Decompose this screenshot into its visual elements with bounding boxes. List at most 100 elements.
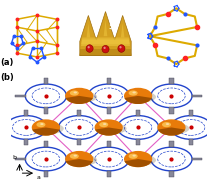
Text: (b): (b) (0, 73, 14, 82)
Circle shape (99, 122, 108, 127)
Polygon shape (44, 108, 48, 114)
Polygon shape (169, 171, 174, 177)
Circle shape (70, 90, 79, 96)
Circle shape (59, 116, 100, 139)
Polygon shape (48, 126, 59, 129)
Polygon shape (189, 139, 193, 145)
Circle shape (118, 116, 159, 139)
Circle shape (118, 45, 125, 52)
Polygon shape (136, 110, 140, 116)
Polygon shape (0, 126, 6, 129)
Polygon shape (44, 78, 48, 84)
Wedge shape (95, 127, 122, 136)
Polygon shape (77, 110, 81, 116)
Circle shape (74, 155, 77, 157)
Text: (a): (a) (0, 58, 13, 67)
Circle shape (88, 84, 129, 108)
Circle shape (70, 154, 79, 159)
Polygon shape (107, 141, 111, 147)
Circle shape (86, 45, 93, 52)
Polygon shape (15, 158, 26, 160)
Polygon shape (169, 108, 174, 114)
Polygon shape (46, 126, 57, 129)
Polygon shape (77, 139, 81, 145)
Circle shape (170, 116, 211, 139)
Circle shape (103, 123, 106, 125)
Circle shape (162, 122, 171, 127)
Polygon shape (158, 126, 169, 129)
Polygon shape (107, 171, 111, 177)
Circle shape (124, 88, 152, 104)
Polygon shape (107, 108, 111, 114)
Polygon shape (192, 158, 202, 160)
Polygon shape (169, 141, 174, 147)
Circle shape (88, 46, 90, 48)
Polygon shape (80, 37, 131, 56)
Circle shape (151, 147, 192, 171)
Circle shape (25, 147, 66, 171)
Polygon shape (141, 158, 151, 160)
Ellipse shape (125, 155, 156, 166)
Ellipse shape (33, 123, 64, 134)
Wedge shape (66, 159, 93, 167)
Circle shape (119, 46, 122, 48)
Polygon shape (136, 139, 140, 145)
Polygon shape (160, 126, 171, 129)
Ellipse shape (125, 91, 156, 103)
Circle shape (65, 151, 93, 167)
Circle shape (102, 45, 109, 53)
Wedge shape (124, 96, 152, 104)
Wedge shape (124, 159, 152, 167)
Circle shape (37, 122, 45, 127)
Polygon shape (24, 110, 28, 116)
Circle shape (129, 154, 138, 159)
Circle shape (40, 123, 44, 125)
Polygon shape (121, 24, 124, 37)
Polygon shape (141, 95, 151, 97)
Polygon shape (107, 126, 118, 129)
Circle shape (157, 119, 186, 136)
Circle shape (6, 116, 47, 139)
Polygon shape (24, 139, 28, 145)
Ellipse shape (66, 155, 97, 166)
Wedge shape (66, 96, 93, 104)
Circle shape (124, 151, 152, 167)
Ellipse shape (158, 123, 189, 134)
Ellipse shape (96, 123, 127, 134)
Polygon shape (99, 126, 110, 129)
Circle shape (32, 119, 60, 136)
Polygon shape (78, 158, 89, 160)
Polygon shape (81, 39, 130, 46)
Polygon shape (15, 95, 26, 97)
Polygon shape (129, 95, 139, 97)
Circle shape (88, 147, 129, 171)
Polygon shape (192, 95, 202, 97)
Polygon shape (189, 110, 193, 116)
Polygon shape (87, 24, 90, 37)
Polygon shape (44, 171, 48, 177)
Wedge shape (32, 127, 60, 136)
Circle shape (129, 90, 138, 96)
Circle shape (133, 92, 136, 93)
Polygon shape (169, 78, 174, 84)
Polygon shape (78, 95, 89, 97)
Polygon shape (44, 141, 48, 147)
Polygon shape (80, 49, 131, 56)
Text: a: a (37, 175, 41, 180)
Polygon shape (129, 158, 139, 160)
Wedge shape (158, 127, 185, 136)
Circle shape (103, 47, 106, 49)
Circle shape (151, 84, 192, 108)
Circle shape (65, 88, 93, 104)
Polygon shape (66, 158, 77, 160)
Polygon shape (107, 78, 111, 84)
Circle shape (74, 92, 77, 93)
Circle shape (95, 119, 123, 136)
Circle shape (166, 123, 169, 125)
Circle shape (133, 155, 136, 157)
Polygon shape (81, 37, 130, 44)
Polygon shape (104, 20, 107, 36)
Polygon shape (80, 11, 131, 56)
Text: b: b (13, 155, 17, 160)
Circle shape (25, 84, 66, 108)
